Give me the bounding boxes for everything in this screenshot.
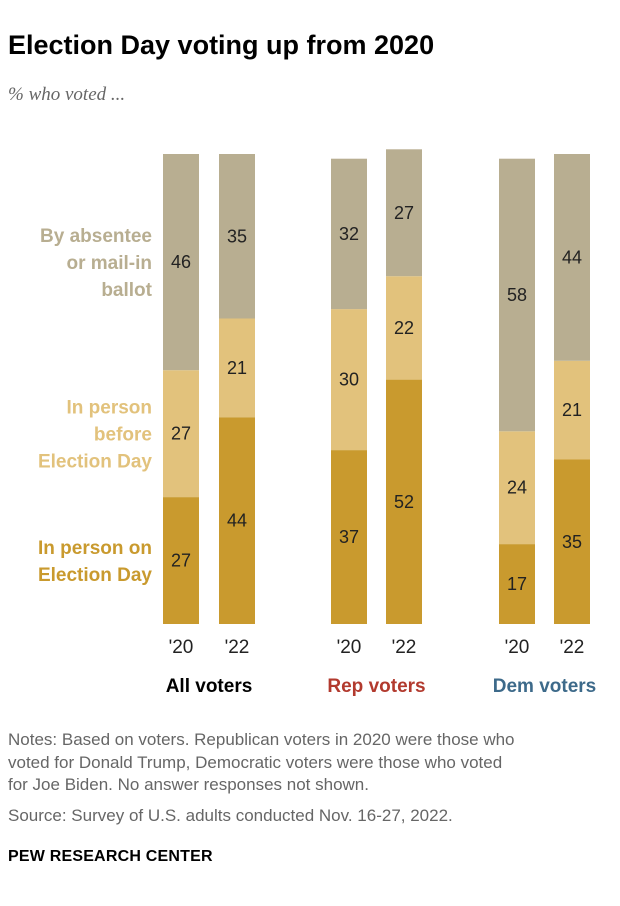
bar-segment	[554, 459, 590, 624]
bar-segment	[219, 154, 255, 319]
data-label: 44	[562, 247, 582, 267]
data-label: 17	[507, 574, 527, 594]
tick-label: '22	[392, 637, 417, 658]
pew-research-center-logo: PEW RESEARCH CENTER	[8, 848, 213, 865]
data-label: 35	[227, 226, 247, 246]
data-label: 21	[562, 400, 582, 420]
legend-label: In person	[66, 398, 152, 419]
group-label: Rep voters	[327, 676, 425, 697]
bar-segment	[331, 450, 367, 624]
bar-segment	[163, 370, 199, 498]
bar-segment	[219, 417, 255, 624]
tick-label: '22	[225, 637, 250, 658]
data-label: 32	[339, 224, 359, 244]
data-label: 21	[227, 358, 247, 378]
data-label: 22	[394, 318, 414, 338]
chart-notes: Notes: Based on voters. Republican voter…	[8, 729, 608, 797]
chart-title: Election Day voting up from 2020	[8, 30, 435, 60]
bar-segment	[499, 431, 535, 545]
tick-label: '20	[505, 637, 530, 658]
tick-label: '22	[560, 637, 585, 658]
bar-segment	[219, 318, 255, 418]
data-label: 35	[562, 532, 582, 552]
notes-line: for Joe Biden. No answer responses not s…	[8, 775, 369, 794]
bar-segment	[499, 158, 535, 432]
legend-label: In person on	[38, 538, 152, 559]
tick-label: '20	[169, 637, 194, 658]
group-label: All voters	[166, 676, 253, 697]
legend-label: ballot	[101, 280, 152, 301]
bar-segment	[386, 149, 422, 277]
data-label: 24	[507, 478, 527, 498]
data-label: 30	[339, 370, 359, 390]
bar-segment	[499, 544, 535, 624]
data-label: 27	[171, 424, 191, 444]
legend-label: before	[94, 425, 152, 446]
bar-segment	[386, 276, 422, 380]
tick-label: '20	[337, 637, 362, 658]
bar-segment	[331, 309, 367, 451]
data-label: 27	[394, 203, 414, 223]
notes-line: Notes: Based on voters. Republican voter…	[8, 730, 515, 749]
bar-segment	[554, 154, 590, 361]
data-label: 27	[171, 551, 191, 571]
bar-segment	[331, 158, 367, 310]
data-label: 44	[227, 511, 247, 531]
chart-subtitle: % who voted ...	[8, 84, 126, 105]
bar-segment	[163, 154, 199, 371]
bar-segment	[554, 360, 590, 460]
data-label: 52	[394, 492, 414, 512]
bar-segment	[163, 497, 199, 624]
legend-label: Election Day	[38, 565, 152, 586]
legend-label: Election Day	[38, 452, 152, 473]
stacked-bar-chart: 27 27 46 '20 44 21 35 '22 37 30 32 '20 52 22 27 '22 17 24…	[38, 149, 597, 697]
data-label: 58	[507, 285, 527, 305]
data-label: 37	[339, 527, 359, 547]
chart-source: Source: Survey of U.S. adults conducted …	[8, 806, 453, 825]
bar-segment	[386, 379, 422, 624]
group-label: Dem voters	[493, 676, 597, 697]
data-label: 46	[171, 252, 191, 272]
legend-label: By absentee	[40, 226, 152, 247]
notes-line: voted for Donald Trump, Democratic voter…	[8, 752, 503, 772]
legend-label: or mail-in	[66, 253, 152, 274]
